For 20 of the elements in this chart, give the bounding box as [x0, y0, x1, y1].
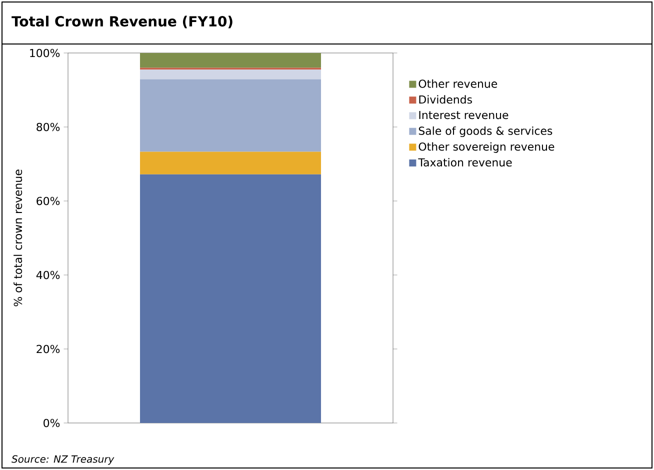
y-tick-label: 40% — [36, 270, 60, 280]
y-tick-label: 0% — [44, 418, 60, 428]
legend-label: Other sovereign revenue — [418, 142, 554, 153]
bar — [140, 152, 322, 174]
legend-label: Sale of goods & services — [418, 126, 552, 138]
legend-label: Dividends — [419, 95, 472, 104]
y-tick-label: 100% — [30, 48, 60, 58]
bar — [140, 52, 322, 68]
bar — [140, 79, 322, 152]
legend-label: Other revenue — [418, 79, 498, 88]
y-axis-title: % of total crown revenue — [14, 170, 22, 306]
y-tick-label: 80% — [36, 122, 60, 132]
legend-label: Interest revenue — [419, 110, 508, 120]
chart-title: Total Crown Revenue (FY10) — [12, 16, 232, 28]
bar — [140, 174, 322, 423]
source-note: Source: NZ Treasury — [12, 455, 114, 465]
y-tick-label: 60% — [36, 196, 60, 206]
y-tick-label: 20% — [36, 344, 60, 354]
legend-label: Taxation revenue — [418, 158, 512, 167]
bar — [140, 70, 322, 80]
